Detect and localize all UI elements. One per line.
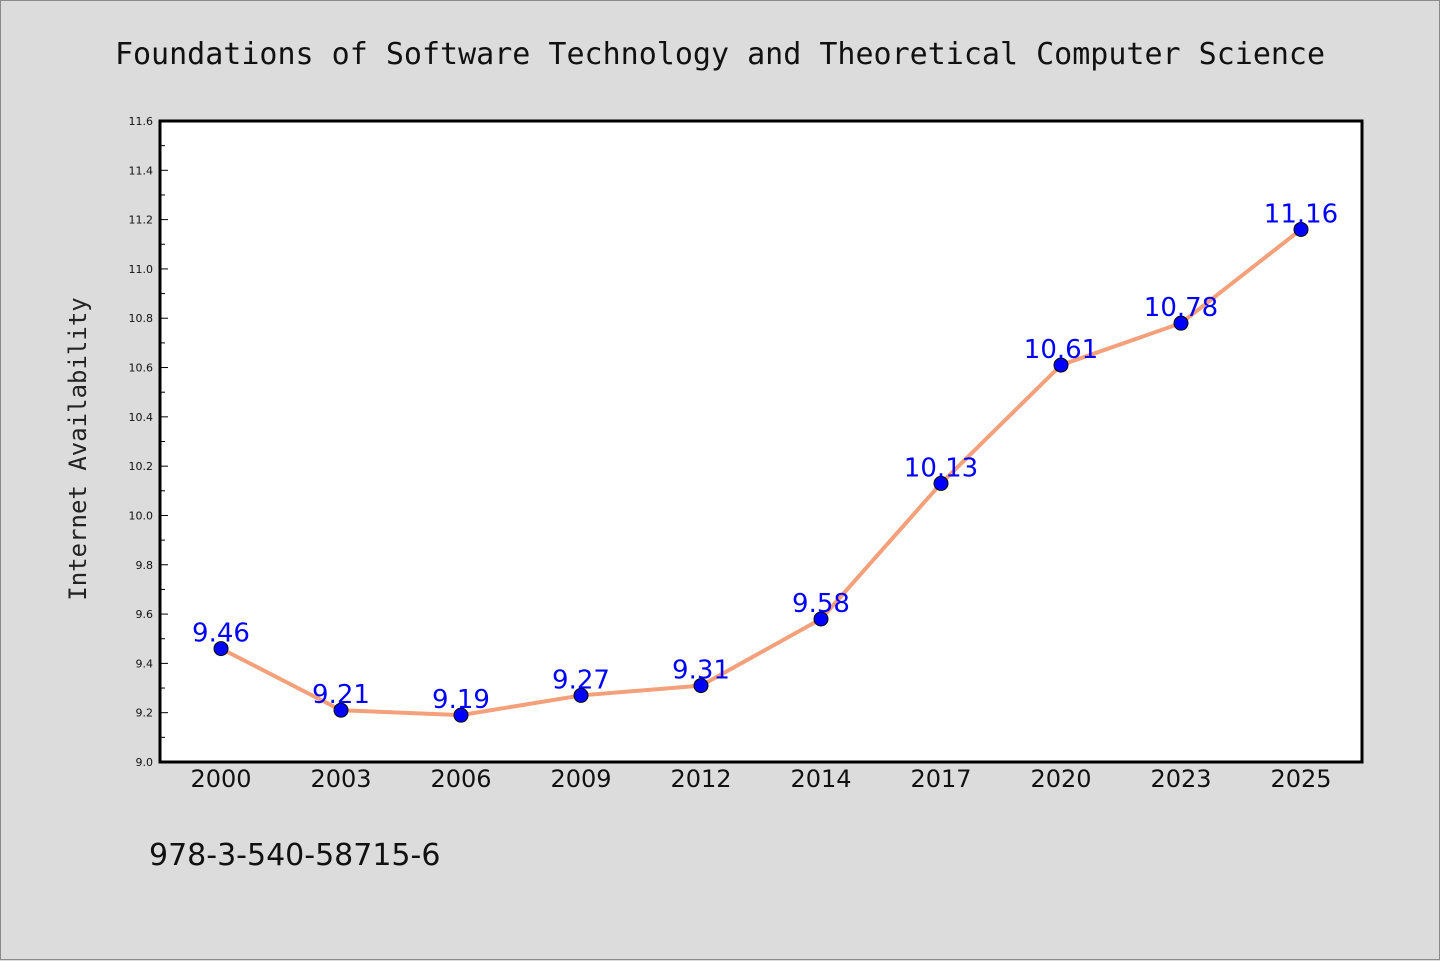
data-label: 10.13 [904,453,978,483]
x-tick-label: 2012 [670,765,731,793]
x-tick-label: 2003 [310,765,371,793]
y-tick-label: 10.6 [129,362,154,375]
data-point [933,475,949,491]
y-tick-label: 10.4 [129,411,154,424]
data-point [453,707,469,723]
data-label: 9.21 [312,680,370,710]
x-tick-label: 2025 [1270,765,1331,793]
series-line [219,227,1303,718]
data-point [333,702,349,718]
x-tick-label: 2017 [910,765,971,793]
y-tick-label: 10.2 [129,460,154,473]
y-tick-label: 9.6 [136,608,154,621]
x-tick-label: 2023 [1150,765,1211,793]
data-point [1053,357,1069,373]
data-label: 11.16 [1264,199,1338,229]
y-tick-label: 9.4 [136,657,154,670]
x-tick-label: 2014 [790,765,851,793]
y-axis-label: Internet Availability [64,297,92,600]
data-point [813,611,829,627]
plot-area [158,119,1364,764]
y-tick-label: 9.2 [136,707,154,720]
data-label: 10.78 [1144,293,1218,323]
data-point [213,641,229,657]
data-label: 9.27 [552,665,610,695]
chart-title: Foundations of Software Technology and T… [115,37,1325,72]
x-tick-label: 2000 [190,765,251,793]
data-label: 9.46 [192,619,250,649]
data-label: 9.19 [432,685,490,715]
y-tick-label: 9.8 [136,559,154,572]
x-tick-label: 2020 [1030,765,1091,793]
y-tick-label: 11.6 [129,115,154,128]
isbn-label: 978-3-540-58715-6 [149,838,440,873]
y-tick-label: 10.0 [129,509,154,522]
series-layer: 9.46 9.21 9.19 9.27 9.31 9.58 10.13 10.61 10.78 1… [192,199,1338,723]
y-axis: 9.0 9.2 9.4 9.6 9.8 10.0 10.2 10.4 10.6 10.8 11.0 1… [129,115,168,769]
data-label: 9.58 [792,589,850,619]
y-tick-label: 10.8 [129,312,154,325]
y-tick-label: 11.4 [129,164,154,177]
x-tick-label: 2006 [430,765,491,793]
data-point [1173,315,1189,331]
y-tick-label: 11.2 [129,214,154,227]
x-axis: 2000 2003 2006 2009 2012 2014 2017 2020 2023 2025 [190,765,1331,793]
data-label: 9.31 [672,656,730,686]
data-label: 10.61 [1024,335,1098,365]
data-point [573,687,589,703]
x-tick-label: 2009 [550,765,611,793]
y-tick-label: 11.0 [129,263,154,276]
data-point [693,678,709,694]
data-point [1293,221,1309,237]
y-tick-label: 9.0 [136,756,154,769]
